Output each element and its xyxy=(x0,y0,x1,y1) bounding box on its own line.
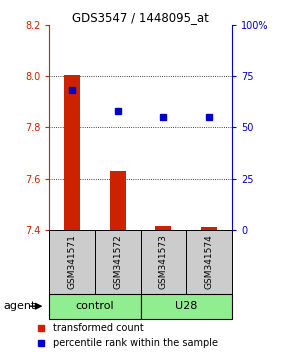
Bar xyxy=(141,230,186,294)
Bar xyxy=(95,230,141,294)
Text: GSM341571: GSM341571 xyxy=(68,234,77,290)
Bar xyxy=(64,75,80,230)
Text: U28: U28 xyxy=(175,301,197,311)
Bar xyxy=(141,294,232,319)
Bar xyxy=(155,226,171,230)
Bar xyxy=(49,230,95,294)
Text: GSM341573: GSM341573 xyxy=(159,234,168,290)
Text: percentile rank within the sample: percentile rank within the sample xyxy=(52,338,218,348)
Title: GDS3547 / 1448095_at: GDS3547 / 1448095_at xyxy=(72,11,209,24)
Bar xyxy=(110,171,126,230)
Text: GSM341572: GSM341572 xyxy=(113,235,122,289)
Text: transformed count: transformed count xyxy=(52,322,143,332)
Text: GSM341574: GSM341574 xyxy=(205,235,214,289)
Bar xyxy=(201,227,217,230)
Text: agent: agent xyxy=(3,301,35,311)
Bar xyxy=(49,294,141,319)
Bar xyxy=(186,230,232,294)
Text: control: control xyxy=(76,301,114,311)
